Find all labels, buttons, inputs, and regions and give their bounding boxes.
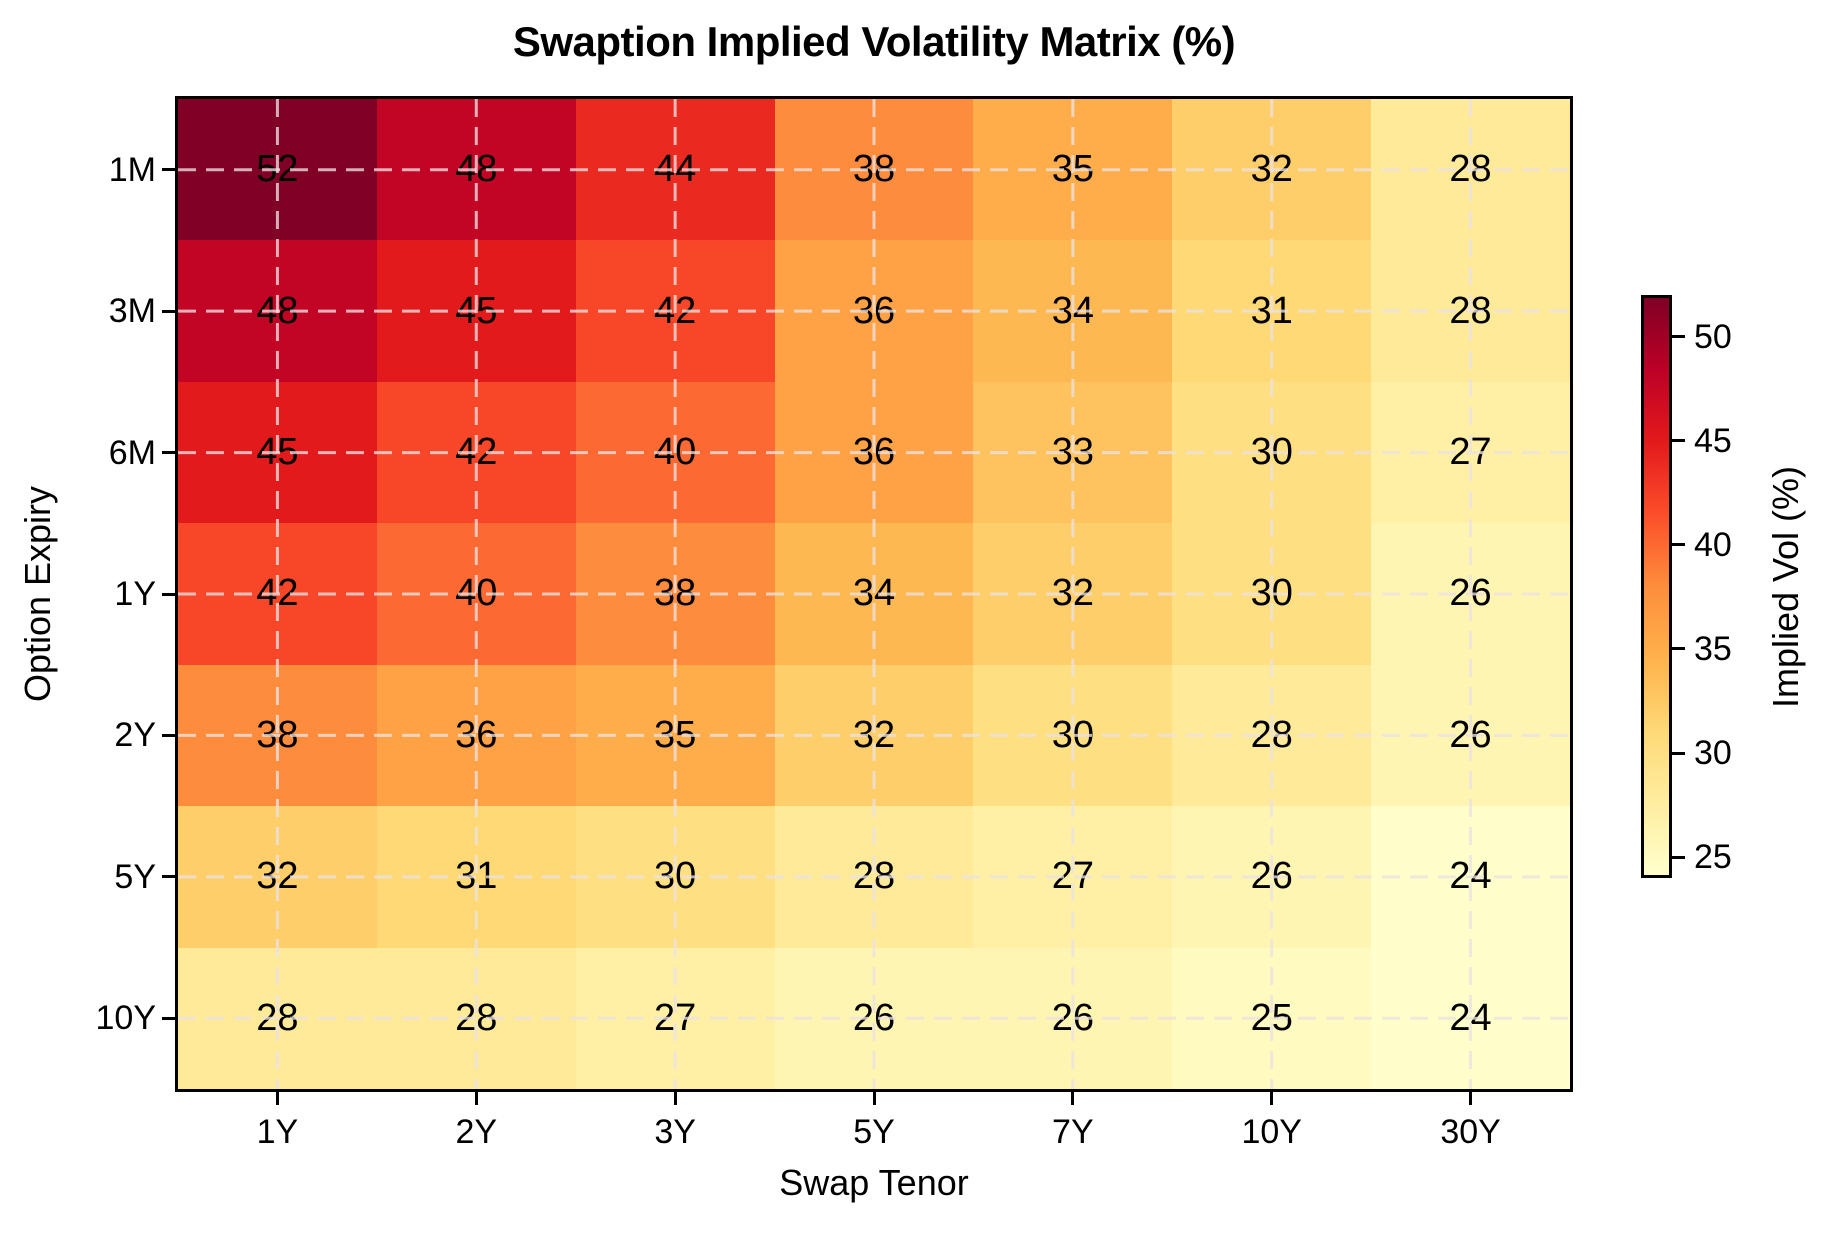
y-tick-mark bbox=[162, 1016, 175, 1020]
heatmap-cell: 28 bbox=[376, 947, 576, 1089]
heatmap-cell: 38 bbox=[774, 99, 974, 241]
heatmap-cell: 27 bbox=[973, 806, 1173, 948]
x-tick-mark bbox=[1270, 1092, 1274, 1105]
heatmap-cell: 26 bbox=[1371, 664, 1570, 807]
x-tick-label: 10Y bbox=[1241, 1113, 1302, 1151]
heatmap-cell: 32 bbox=[178, 806, 377, 948]
x-tick-label: 2Y bbox=[455, 1113, 498, 1151]
y-tick-mark bbox=[162, 733, 175, 737]
heatmap-cell: 38 bbox=[178, 664, 377, 807]
x-tick-mark bbox=[1071, 1092, 1075, 1105]
colorbar-tick-mark bbox=[1672, 751, 1685, 755]
heatmap-cell: 26 bbox=[1371, 523, 1570, 665]
heatmap-cell: 45 bbox=[178, 381, 377, 524]
colorbar-tick-mark bbox=[1672, 543, 1685, 547]
heatmap-cell: 42 bbox=[178, 523, 377, 665]
colorbar-tick-label: 25 bbox=[1694, 838, 1732, 877]
colorbar bbox=[1641, 295, 1672, 878]
x-axis-label: Swap Tenor bbox=[779, 1162, 969, 1203]
y-tick-label: 1Y bbox=[114, 575, 156, 613]
heatmap-cell: 42 bbox=[575, 240, 775, 382]
x-tick-mark bbox=[872, 1092, 876, 1105]
colorbar-tick-label: 50 bbox=[1694, 317, 1732, 356]
y-tick-label: 5Y bbox=[114, 857, 156, 896]
heatmap-cell: 26 bbox=[1172, 806, 1372, 948]
x-tick-label: 1Y bbox=[256, 1113, 299, 1151]
colorbar-tick-label: 40 bbox=[1694, 525, 1732, 564]
x-tick-label: 5Y bbox=[853, 1113, 895, 1151]
y-tick-mark bbox=[162, 592, 175, 596]
heatmap-cell: 25 bbox=[1172, 947, 1372, 1089]
heatmap-cell: 48 bbox=[178, 240, 377, 382]
y-tick-label: 1M bbox=[108, 150, 156, 189]
heatmap: 52 48 44 38 35 32 28 48 45 42 36 34 31 28 45 42 40 36 33 30… bbox=[178, 99, 1570, 1089]
x-tick-label: 30Y bbox=[1440, 1113, 1501, 1151]
colorbar-tick-label: 45 bbox=[1694, 421, 1732, 460]
heatmap-cell: 32 bbox=[1172, 99, 1372, 241]
heatmap-cell: 45 bbox=[376, 240, 576, 382]
heatmap-cell: 36 bbox=[774, 240, 974, 382]
colorbar-tick-mark bbox=[1672, 855, 1685, 859]
y-tick-mark bbox=[162, 875, 175, 879]
colorbar-label: Implied Vol (%) bbox=[1765, 465, 1806, 709]
heatmap-cell: 30 bbox=[1172, 523, 1372, 665]
heatmap-cell: 40 bbox=[575, 381, 775, 524]
colorbar-tick-label: 30 bbox=[1694, 734, 1732, 773]
heatmap-cell: 28 bbox=[178, 947, 377, 1089]
y-tick-label: 6M bbox=[108, 433, 156, 472]
heatmap-cell: 27 bbox=[1371, 381, 1570, 524]
heatmap-cell: 32 bbox=[973, 523, 1173, 665]
heatmap-cell: 28 bbox=[1371, 240, 1570, 382]
heatmap-cell: 30 bbox=[1172, 381, 1372, 524]
heatmap-cell: 24 bbox=[1371, 806, 1570, 948]
x-tick-mark bbox=[474, 1092, 478, 1105]
heatmap-cell: 33 bbox=[973, 381, 1173, 524]
heatmap-cell: 26 bbox=[774, 947, 974, 1089]
x-tick-mark bbox=[275, 1092, 279, 1105]
y-tick-mark bbox=[162, 168, 175, 172]
colorbar-tick-mark bbox=[1672, 647, 1685, 651]
x-tick-label: 3Y bbox=[654, 1113, 696, 1151]
heatmap-cell: 31 bbox=[1172, 240, 1372, 382]
heatmap-cell: 40 bbox=[376, 523, 576, 665]
heatmap-cell: 35 bbox=[973, 99, 1173, 241]
x-tick-label: 7Y bbox=[1052, 1113, 1094, 1151]
y-tick-label: 2Y bbox=[114, 716, 156, 755]
heatmap-cell: 34 bbox=[774, 523, 974, 665]
heatmap-cell: 36 bbox=[774, 381, 974, 524]
x-tick-mark bbox=[673, 1092, 677, 1105]
colorbar-tick-label: 35 bbox=[1694, 629, 1732, 668]
x-tick-mark bbox=[1469, 1092, 1473, 1105]
y-tick-label: 3M bbox=[108, 292, 156, 331]
heatmap-cell: 24 bbox=[1371, 947, 1570, 1089]
heatmap-cell: 34 bbox=[973, 240, 1173, 382]
heatmap-cell: 38 bbox=[575, 523, 775, 665]
y-tick-mark bbox=[162, 309, 175, 313]
heatmap-cell: 36 bbox=[376, 664, 576, 807]
heatmap-cell: 27 bbox=[575, 947, 775, 1089]
heatmap-cell: 30 bbox=[973, 664, 1173, 807]
heatmap-cell: 30 bbox=[575, 806, 775, 948]
heatmap-cell: 28 bbox=[774, 806, 974, 948]
heatmap-cell: 48 bbox=[376, 99, 576, 241]
colorbar-tick-mark bbox=[1672, 335, 1685, 339]
heatmap-cell: 35 bbox=[575, 664, 775, 807]
heatmap-cell: 44 bbox=[575, 99, 775, 241]
heatmap-cell: 52 bbox=[178, 99, 377, 241]
heatmap-cell: 26 bbox=[973, 947, 1173, 1089]
heatmap-cell: 28 bbox=[1172, 664, 1372, 807]
heatmap-cell: 32 bbox=[774, 664, 974, 807]
heatmap-cell: 42 bbox=[376, 381, 576, 524]
chart-title: Swaption Implied Volatility Matrix (%) bbox=[512, 18, 1236, 65]
y-tick-label: 10Y bbox=[95, 999, 157, 1038]
heatmap-cell: 28 bbox=[1371, 99, 1570, 241]
heatmap-cell: 31 bbox=[376, 806, 576, 948]
colorbar-tick-mark bbox=[1672, 439, 1685, 443]
y-tick-mark bbox=[162, 451, 175, 455]
